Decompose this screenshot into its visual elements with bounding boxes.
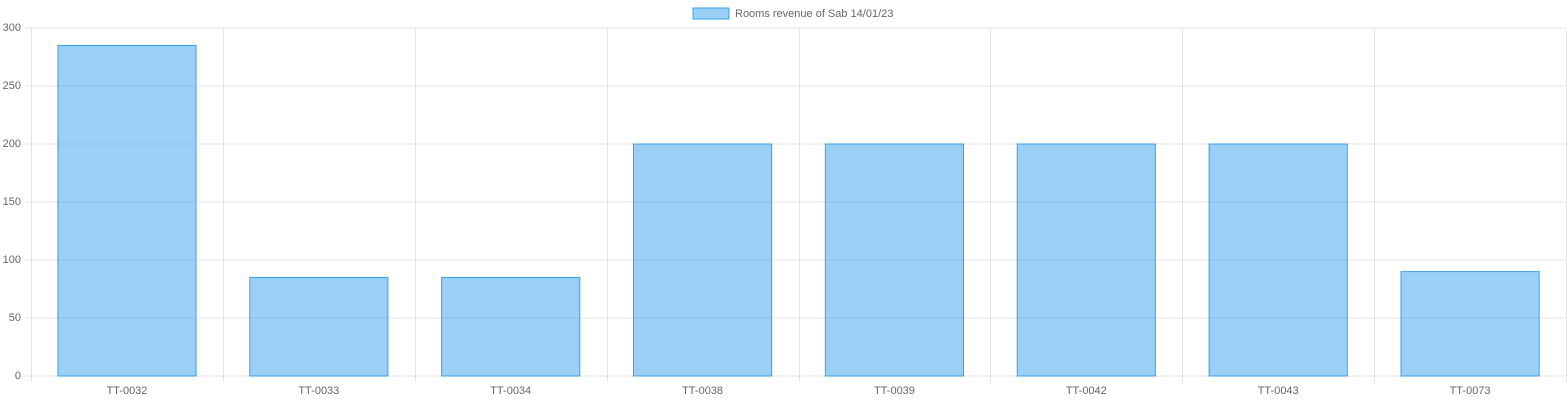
x-tick-label: TT-0039	[874, 385, 915, 397]
x-tick-label: TT-0032	[106, 385, 147, 397]
x-tick-label: TT-0073	[1450, 385, 1491, 397]
y-tick-label: 150	[3, 196, 21, 208]
bar	[1016, 143, 1156, 377]
bar	[1208, 143, 1348, 377]
x-tick-label: TT-0042	[1066, 385, 1107, 397]
bar	[57, 44, 197, 377]
bar	[824, 143, 965, 377]
y-tick-label: 200	[3, 138, 21, 150]
y-tick-label: 250	[3, 80, 21, 92]
legend-swatch	[692, 7, 730, 20]
y-tick-label: 300	[3, 22, 21, 34]
y-tick-label: 50	[9, 312, 21, 324]
x-tick-label: TT-0034	[490, 385, 531, 397]
bar	[632, 143, 773, 377]
bar	[1400, 271, 1540, 377]
legend-label: Rooms revenue of Sab 14/01/23	[735, 8, 893, 20]
bar	[249, 276, 389, 377]
x-tick-label: TT-0043	[1258, 385, 1299, 397]
x-tick-label: TT-0033	[298, 385, 339, 397]
x-tick-label: TT-0038	[682, 385, 723, 397]
y-tick-label: 0	[15, 370, 21, 382]
bar	[441, 276, 581, 377]
y-tick-label: 100	[3, 254, 21, 266]
